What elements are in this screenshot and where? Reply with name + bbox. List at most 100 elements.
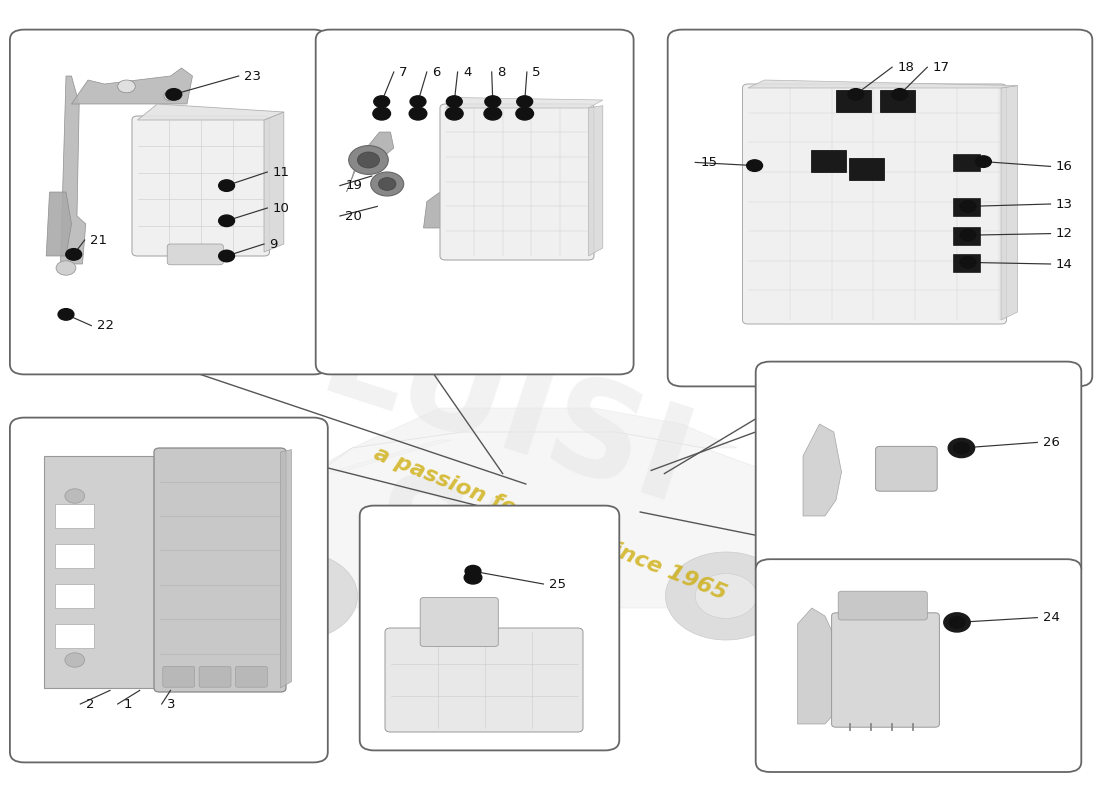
- Text: 23: 23: [244, 70, 261, 82]
- Circle shape: [65, 653, 85, 667]
- Circle shape: [58, 309, 74, 320]
- FancyBboxPatch shape: [199, 666, 231, 687]
- Text: 2: 2: [86, 698, 95, 710]
- Text: 10: 10: [273, 202, 289, 214]
- Polygon shape: [446, 98, 603, 108]
- Circle shape: [409, 107, 427, 120]
- Circle shape: [848, 89, 864, 100]
- Polygon shape: [424, 192, 462, 228]
- Bar: [836, 90, 871, 112]
- Circle shape: [465, 566, 481, 577]
- Polygon shape: [330, 440, 451, 472]
- Text: 8: 8: [497, 66, 506, 78]
- Circle shape: [517, 96, 532, 107]
- Text: 11: 11: [273, 166, 289, 178]
- FancyBboxPatch shape: [385, 628, 583, 732]
- Circle shape: [118, 80, 135, 93]
- Bar: [953, 154, 980, 171]
- Polygon shape: [138, 104, 284, 120]
- Circle shape: [666, 552, 786, 640]
- Circle shape: [164, 91, 177, 101]
- FancyBboxPatch shape: [132, 116, 270, 256]
- FancyBboxPatch shape: [420, 598, 498, 646]
- FancyBboxPatch shape: [235, 666, 267, 687]
- FancyBboxPatch shape: [876, 446, 937, 491]
- FancyBboxPatch shape: [316, 30, 634, 374]
- Circle shape: [747, 160, 762, 171]
- Polygon shape: [280, 450, 292, 688]
- Bar: [55, 584, 94, 608]
- Circle shape: [266, 574, 328, 618]
- Bar: [953, 254, 980, 272]
- Polygon shape: [60, 76, 86, 264]
- Polygon shape: [798, 608, 845, 724]
- Polygon shape: [346, 132, 394, 192]
- Circle shape: [65, 489, 85, 503]
- Circle shape: [485, 96, 501, 107]
- Circle shape: [66, 249, 81, 260]
- Circle shape: [960, 201, 976, 212]
- Circle shape: [960, 230, 976, 241]
- Circle shape: [960, 257, 976, 268]
- Circle shape: [464, 571, 482, 584]
- Text: 12: 12: [1056, 227, 1072, 240]
- Text: 6: 6: [432, 66, 441, 78]
- Text: 24: 24: [1043, 611, 1059, 624]
- Text: 5: 5: [532, 66, 541, 78]
- Bar: [953, 198, 980, 216]
- FancyBboxPatch shape: [756, 559, 1081, 772]
- Polygon shape: [308, 408, 737, 480]
- Circle shape: [484, 107, 502, 120]
- Circle shape: [219, 215, 234, 226]
- Text: 26: 26: [1043, 436, 1059, 449]
- Circle shape: [219, 180, 234, 191]
- Text: 20: 20: [345, 210, 362, 222]
- Polygon shape: [1001, 86, 1018, 320]
- Circle shape: [374, 96, 389, 107]
- Bar: [953, 227, 980, 245]
- Circle shape: [378, 178, 396, 190]
- Circle shape: [695, 574, 757, 618]
- Circle shape: [976, 156, 991, 167]
- FancyBboxPatch shape: [838, 591, 927, 620]
- Circle shape: [446, 107, 463, 120]
- Polygon shape: [46, 192, 72, 256]
- Text: 16: 16: [1056, 160, 1072, 173]
- FancyBboxPatch shape: [832, 613, 939, 727]
- Circle shape: [371, 172, 404, 196]
- Circle shape: [447, 96, 462, 107]
- FancyBboxPatch shape: [668, 30, 1092, 386]
- Bar: [55, 504, 94, 528]
- FancyBboxPatch shape: [167, 244, 223, 265]
- Bar: [44, 456, 154, 688]
- FancyBboxPatch shape: [10, 30, 328, 374]
- FancyBboxPatch shape: [360, 506, 619, 750]
- Circle shape: [954, 442, 969, 454]
- Text: 17: 17: [933, 61, 949, 74]
- Circle shape: [236, 552, 358, 640]
- FancyBboxPatch shape: [756, 362, 1081, 578]
- Bar: [880, 90, 915, 112]
- Circle shape: [358, 152, 379, 168]
- Text: LUISI
SP: LUISI SP: [261, 295, 707, 673]
- Circle shape: [892, 89, 907, 100]
- Circle shape: [949, 617, 965, 628]
- Text: 3: 3: [167, 698, 176, 710]
- Bar: [55, 624, 94, 648]
- Circle shape: [166, 89, 182, 100]
- Text: 14: 14: [1056, 258, 1072, 270]
- Circle shape: [948, 438, 975, 458]
- Text: 4: 4: [463, 66, 472, 78]
- Text: 1: 1: [123, 698, 132, 710]
- Circle shape: [373, 107, 390, 120]
- Text: 15: 15: [701, 156, 717, 169]
- Polygon shape: [588, 106, 603, 256]
- Text: 9: 9: [270, 238, 278, 250]
- FancyBboxPatch shape: [742, 84, 1006, 324]
- Circle shape: [410, 96, 426, 107]
- Bar: [55, 544, 94, 568]
- Circle shape: [944, 613, 970, 632]
- Text: 7: 7: [399, 66, 408, 78]
- Circle shape: [219, 250, 234, 262]
- FancyBboxPatch shape: [154, 448, 286, 692]
